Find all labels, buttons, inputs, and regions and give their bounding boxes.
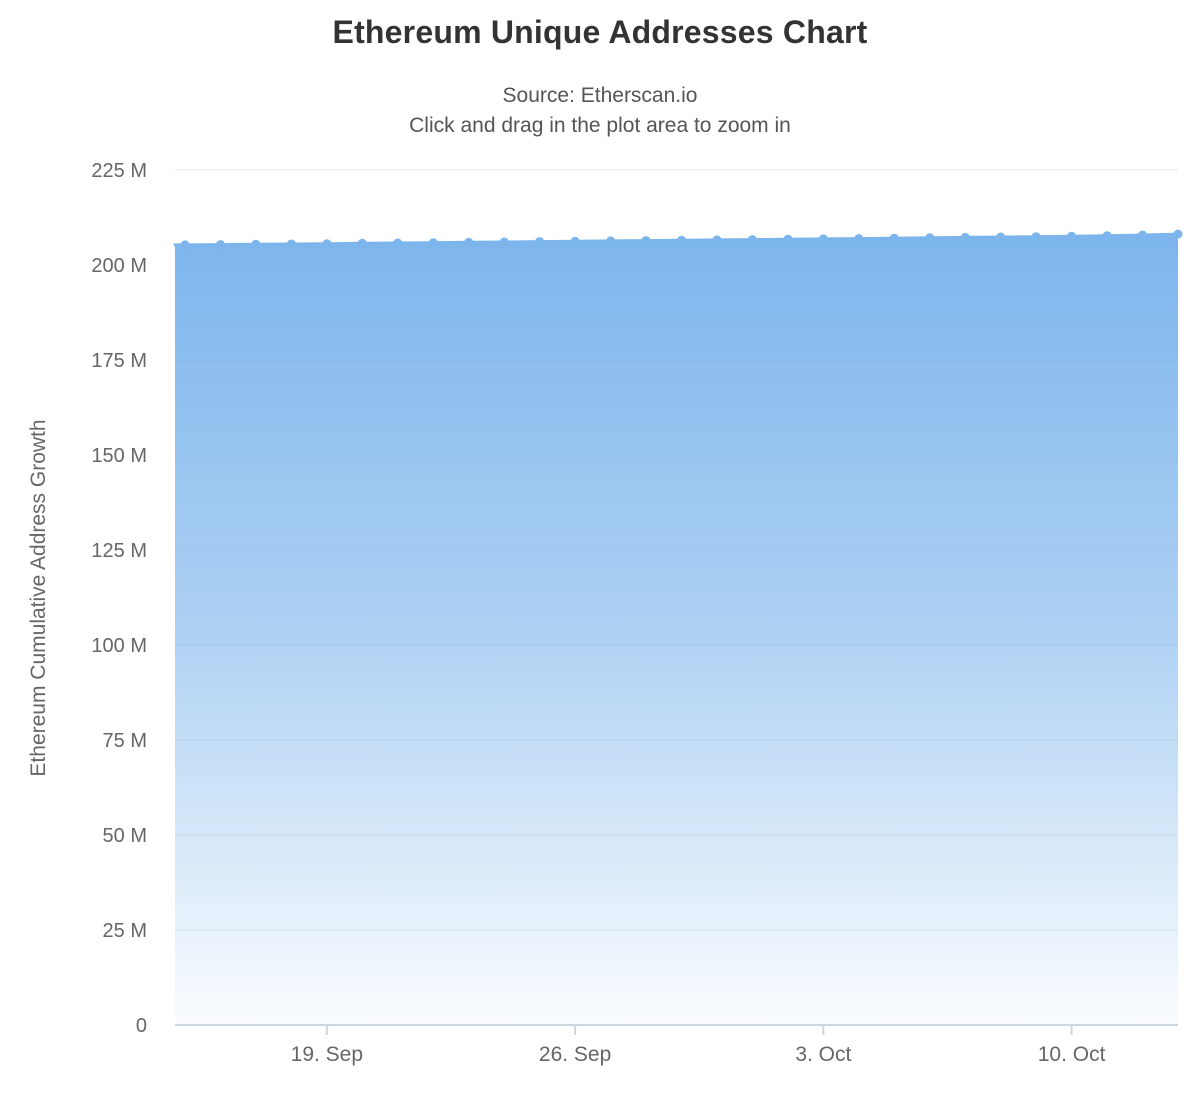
data-point[interactable]: [854, 234, 864, 244]
data-point[interactable]: [535, 237, 545, 247]
data-point[interactable]: [1102, 231, 1112, 241]
y-axis-tick-label: 100 M: [91, 635, 147, 657]
data-point[interactable]: [357, 238, 367, 248]
y-axis-tick-label: 25 M: [103, 920, 147, 942]
data-point[interactable]: [641, 236, 651, 246]
data-point[interactable]: [960, 232, 970, 242]
data-point[interactable]: [464, 237, 474, 247]
y-axis-tick-label: 150 M: [91, 445, 147, 467]
y-axis-tick-label: 200 M: [91, 255, 147, 277]
data-point[interactable]: [1031, 232, 1041, 242]
x-axis-tick-label: 10. Oct: [1038, 1043, 1106, 1066]
data-point[interactable]: [677, 235, 686, 245]
data-point[interactable]: [783, 234, 793, 244]
x-axis-tick-label: 3. Oct: [795, 1043, 851, 1066]
data-point[interactable]: [889, 233, 899, 243]
x-axis-ticks: 19. Sep 26. Sep 3. Oct 10. Oct: [291, 1025, 1106, 1066]
y-axis-labels: 0 25 M 50 M 75 M 100 M 125 M 150 M 175 M 200 M 22…: [91, 160, 147, 1037]
area-series-fill: [175, 234, 1178, 1026]
y-axis-tick-label: 225 M: [91, 160, 147, 182]
data-point[interactable]: [393, 238, 403, 248]
data-point[interactable]: [499, 237, 509, 247]
data-point[interactable]: [428, 238, 438, 248]
chart-subtitle-source: Source: Etherscan.io: [502, 84, 698, 107]
data-point[interactable]: [606, 236, 616, 246]
y-axis-tick-label: 125 M: [91, 540, 147, 562]
chart-subtitle-hint: Click and drag in the plot area to zoom …: [409, 114, 791, 137]
data-point[interactable]: [1067, 231, 1077, 241]
data-point[interactable]: [925, 233, 935, 243]
data-point[interactable]: [180, 240, 190, 250]
data-point-markers: [180, 229, 1183, 250]
data-point[interactable]: [216, 240, 225, 250]
data-point[interactable]: [286, 239, 296, 249]
x-axis-tick-label: 26. Sep: [539, 1043, 611, 1066]
data-point[interactable]: [747, 235, 757, 245]
data-point[interactable]: [1173, 229, 1183, 239]
data-point[interactable]: [1138, 230, 1147, 240]
y-axis-tick-label: 50 M: [103, 825, 147, 847]
data-point[interactable]: [996, 232, 1006, 242]
data-point[interactable]: [570, 236, 580, 246]
y-axis-tick-label: 175 M: [91, 350, 147, 372]
y-axis-tick-label: 0: [136, 1015, 147, 1037]
data-point[interactable]: [251, 239, 261, 249]
data-point[interactable]: [818, 234, 828, 244]
y-axis-tick-label: 75 M: [103, 730, 147, 752]
chart-title: Ethereum Unique Addresses Chart: [332, 14, 868, 50]
series-line: [173, 232, 1180, 247]
y-axis-title: Ethereum Cumulative Address Growth: [27, 419, 50, 776]
data-point[interactable]: [712, 235, 722, 245]
x-axis-tick-label: 19. Sep: [291, 1043, 363, 1066]
data-point[interactable]: [322, 239, 332, 249]
